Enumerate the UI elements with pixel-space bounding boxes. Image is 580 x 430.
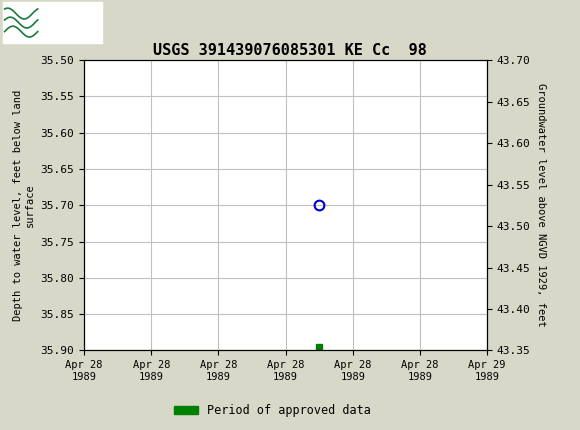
Text: USGS: USGS [44, 13, 103, 32]
Y-axis label: Groundwater level above NGVD 1929, feet: Groundwater level above NGVD 1929, feet [536, 83, 546, 327]
Y-axis label: Depth to water level, feet below land
surface: Depth to water level, feet below land su… [13, 90, 35, 321]
Text: USGS 391439076085301 KE Cc  98: USGS 391439076085301 KE Cc 98 [153, 43, 427, 58]
Legend: Period of approved data: Period of approved data [169, 399, 376, 422]
